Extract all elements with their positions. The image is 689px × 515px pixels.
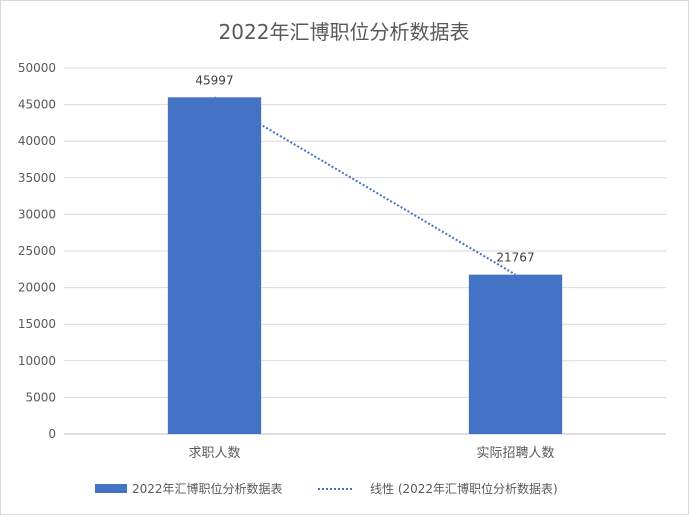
x-axis-categories: 求职人数 实际招聘人数 xyxy=(188,446,554,461)
y-tick-label: 45000 xyxy=(18,98,56,112)
bar-2 xyxy=(468,274,563,434)
y-tick-label: 20000 xyxy=(18,281,56,295)
legend-trend-label: 线性 (2022年汇博职位分析数据表) xyxy=(370,481,558,496)
legend-bar-swatch xyxy=(95,484,127,493)
legend: 2022年汇博职位分析数据表 线性 (2022年汇博职位分析数据表) xyxy=(95,481,558,496)
y-tick-label: 10000 xyxy=(18,354,56,368)
data-label-1: 45997 xyxy=(195,73,233,87)
data-labels: 45997 21767 xyxy=(195,73,534,264)
category-label-2: 实际招聘人数 xyxy=(476,446,554,461)
y-tick-label: 0 xyxy=(48,427,56,441)
y-tick-label: 30000 xyxy=(18,207,56,221)
y-tick-label: 50000 xyxy=(18,61,56,75)
y-tick-label: 15000 xyxy=(18,317,56,331)
data-label-2: 21767 xyxy=(496,251,534,265)
y-tick-label: 5000 xyxy=(25,390,56,404)
y-tick-label: 40000 xyxy=(18,134,56,148)
y-tick-label: 25000 xyxy=(18,244,56,258)
bar-1 xyxy=(167,97,262,434)
legend-bar-label: 2022年汇博职位分析数据表 xyxy=(132,481,283,496)
gridlines xyxy=(64,67,666,435)
category-label-1: 求职人数 xyxy=(188,446,240,461)
y-axis-ticks: 0 5000 10000 15000 20000 25000 30000 35000 40000… xyxy=(18,61,56,441)
chart-title: 2022年汇博职位分析数据表 xyxy=(219,20,470,44)
bars xyxy=(167,97,563,434)
y-tick-label: 35000 xyxy=(18,171,56,185)
